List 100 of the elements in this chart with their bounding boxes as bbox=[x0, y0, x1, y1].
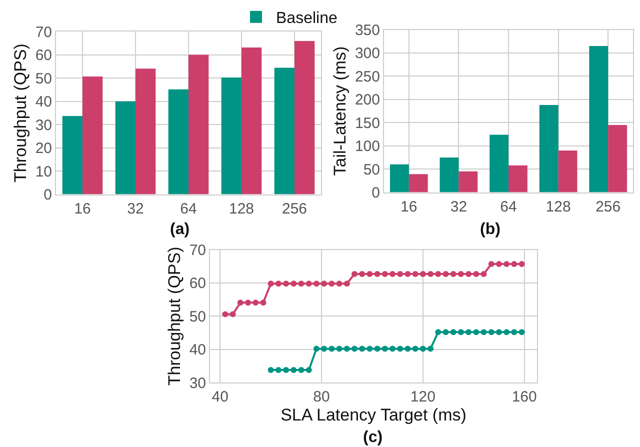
point bbox=[313, 346, 320, 352]
x-tick-label: 16 bbox=[400, 198, 418, 216]
point bbox=[344, 280, 350, 287]
x-tick-label: 64 bbox=[180, 200, 197, 218]
x-tick-label: 32 bbox=[450, 198, 468, 216]
point bbox=[488, 261, 494, 268]
point bbox=[450, 329, 456, 336]
point bbox=[245, 300, 252, 306]
text: (b) bbox=[480, 221, 500, 238]
point bbox=[518, 261, 525, 268]
bar bbox=[408, 174, 428, 192]
point bbox=[397, 346, 404, 352]
point bbox=[473, 271, 480, 278]
point bbox=[222, 311, 228, 318]
x-tick-label: 40 bbox=[212, 388, 228, 406]
bar bbox=[274, 68, 294, 194]
bar bbox=[82, 76, 103, 194]
point bbox=[390, 271, 396, 278]
point bbox=[420, 271, 426, 278]
legend-label: Baseline bbox=[276, 10, 338, 28]
text: (a) bbox=[170, 221, 190, 238]
text: (c) bbox=[363, 429, 383, 446]
point bbox=[511, 261, 518, 268]
point bbox=[466, 329, 472, 336]
y-tick-label: 70 bbox=[35, 24, 52, 41]
point bbox=[298, 280, 304, 287]
y-axis-title: Throughput (QPS) bbox=[164, 246, 184, 386]
point bbox=[473, 329, 480, 336]
x-tick-label: 80 bbox=[313, 388, 330, 406]
point bbox=[359, 271, 366, 278]
point bbox=[290, 366, 297, 373]
bar bbox=[490, 134, 508, 192]
point bbox=[412, 271, 418, 278]
y-tick-label: 40 bbox=[35, 94, 52, 111]
point bbox=[420, 346, 426, 352]
y-tick-label: 250 bbox=[354, 68, 380, 86]
point bbox=[480, 271, 487, 278]
x-tick-label: 32 bbox=[127, 200, 144, 218]
bar bbox=[242, 48, 262, 194]
y-tick-label: 60 bbox=[189, 275, 206, 292]
point bbox=[321, 280, 328, 287]
bar bbox=[508, 165, 528, 192]
y-axis-title: Tail-Latency (ms) bbox=[330, 46, 350, 176]
y-tick-label: 0 bbox=[44, 186, 52, 204]
point bbox=[237, 300, 244, 306]
point bbox=[351, 346, 358, 352]
y-tick-label: 50 bbox=[363, 161, 380, 178]
point bbox=[374, 346, 380, 352]
y-tick-label: 70 bbox=[189, 242, 206, 260]
point bbox=[496, 329, 502, 336]
point bbox=[275, 366, 282, 373]
bar bbox=[608, 124, 628, 192]
point bbox=[366, 346, 373, 352]
point bbox=[435, 271, 442, 278]
point bbox=[518, 329, 525, 336]
point bbox=[298, 366, 304, 373]
x-tick-label: 128 bbox=[546, 198, 571, 216]
point bbox=[504, 261, 510, 268]
point bbox=[336, 346, 342, 352]
y-axis-title: Throughput (QPS) bbox=[10, 44, 30, 182]
point bbox=[306, 366, 312, 373]
bar bbox=[136, 68, 156, 194]
x-tick-label: 120 bbox=[410, 388, 436, 406]
x-tick-label: 64 bbox=[500, 198, 517, 216]
point bbox=[480, 329, 487, 336]
bar bbox=[539, 104, 558, 192]
x-tick-label: 160 bbox=[512, 388, 537, 406]
y-tick-label: 10 bbox=[35, 163, 52, 180]
bar bbox=[458, 171, 478, 192]
x-tick-label: 256 bbox=[596, 198, 621, 216]
y-tick-label: 50 bbox=[189, 308, 206, 326]
point bbox=[374, 271, 380, 278]
point bbox=[450, 271, 456, 278]
point bbox=[366, 271, 373, 278]
point bbox=[511, 329, 518, 336]
point bbox=[275, 280, 282, 287]
point bbox=[466, 271, 472, 278]
point bbox=[328, 346, 335, 352]
point bbox=[404, 271, 411, 278]
bar bbox=[115, 101, 136, 194]
point bbox=[230, 311, 236, 318]
point bbox=[336, 280, 342, 287]
point bbox=[428, 271, 434, 278]
point bbox=[458, 329, 464, 336]
bar bbox=[188, 54, 209, 194]
point bbox=[382, 346, 388, 352]
y-tick-label: 200 bbox=[354, 92, 380, 109]
point bbox=[268, 366, 274, 373]
bar bbox=[440, 157, 459, 192]
point bbox=[397, 271, 404, 278]
point bbox=[435, 329, 442, 336]
point bbox=[359, 346, 366, 352]
point bbox=[252, 300, 259, 306]
x-tick-label: 256 bbox=[282, 200, 308, 218]
point bbox=[390, 346, 396, 352]
bar bbox=[294, 41, 315, 194]
point bbox=[290, 280, 297, 287]
point bbox=[344, 346, 350, 352]
point bbox=[321, 346, 328, 352]
bar bbox=[221, 77, 242, 194]
